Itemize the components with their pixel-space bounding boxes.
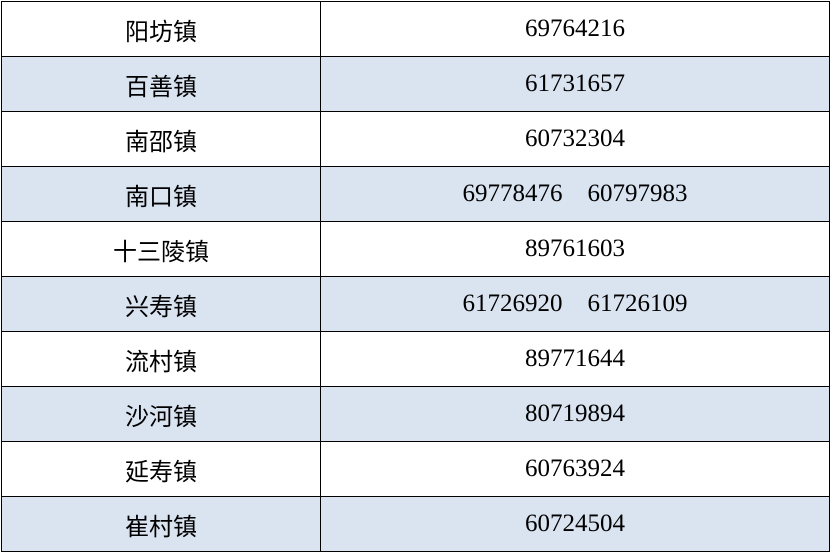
phone-cell: 61726920 61726109 [320,276,830,332]
table-row: 崔村镇 60724504 [1,496,830,552]
phone-cell: 89771644 [320,331,830,387]
table-row: 南邵镇 60732304 [1,111,830,167]
phone-cell: 61731657 [320,56,830,112]
town-name-cell: 沙河镇 [1,386,321,442]
table-row: 百善镇 61731657 [1,56,830,112]
table-row: 沙河镇 80719894 [1,386,830,442]
town-name-cell: 南邵镇 [1,111,321,167]
town-name-cell: 南口镇 [1,166,321,222]
phone-cell: 60763924 [320,441,830,497]
phone-cell: 69778476 60797983 [320,166,830,222]
town-name-cell: 阳坊镇 [1,1,321,57]
table-row: 延寿镇 60763924 [1,441,830,497]
phone-cell: 89761603 [320,221,830,277]
phone-cell: 69764216 [320,1,830,57]
table-row: 流村镇 89771644 [1,331,830,387]
table-row: 十三陵镇 89761603 [1,221,830,277]
phone-cell: 60732304 [320,111,830,167]
table-row: 兴寿镇 61726920 61726109 [1,276,830,332]
table-row: 阳坊镇 69764216 [1,1,830,57]
town-name-cell: 百善镇 [1,56,321,112]
town-name-cell: 兴寿镇 [1,276,321,332]
town-name-cell: 流村镇 [1,331,321,387]
phone-cell: 60724504 [320,496,830,552]
town-name-cell: 延寿镇 [1,441,321,497]
table-row: 南口镇 69778476 60797983 [1,166,830,222]
phone-cell: 80719894 [320,386,830,442]
town-name-cell: 十三陵镇 [1,221,321,277]
town-name-cell: 崔村镇 [1,496,321,552]
